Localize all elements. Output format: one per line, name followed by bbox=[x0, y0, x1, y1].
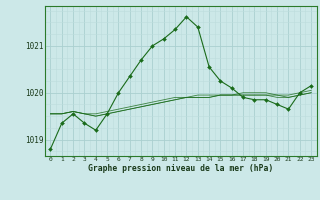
X-axis label: Graphe pression niveau de la mer (hPa): Graphe pression niveau de la mer (hPa) bbox=[88, 164, 273, 173]
